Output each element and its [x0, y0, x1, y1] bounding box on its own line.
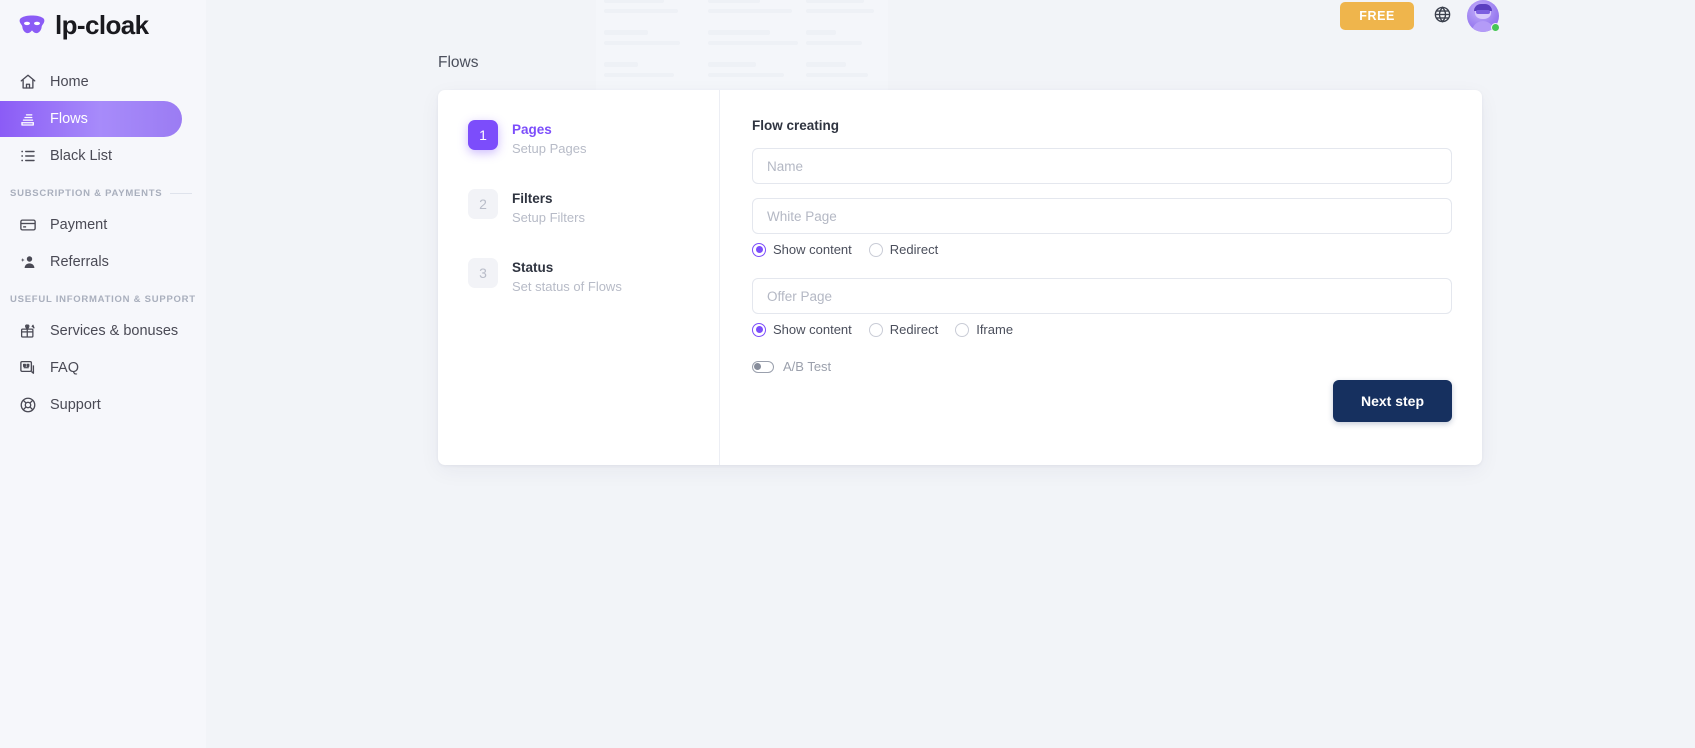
- offer-page-option-show-content[interactable]: Show content: [752, 322, 852, 337]
- sidebar-item-label: Home: [50, 74, 89, 90]
- step-title: Status: [512, 260, 554, 275]
- step-number: 3: [468, 258, 498, 288]
- faq-icon: [18, 359, 37, 378]
- credit-card-icon: [18, 216, 37, 235]
- list-icon: [18, 147, 37, 166]
- toggle-switch: [752, 360, 774, 373]
- radio-dot: [752, 242, 766, 257]
- white-page-input[interactable]: [752, 198, 1452, 234]
- sidebar-item-label: Flows: [50, 111, 88, 127]
- step-status[interactable]: 3 Status Set status of Flows: [468, 258, 719, 295]
- step-subtitle: Set status of Flows: [512, 279, 622, 294]
- sidebar-item-label: Services & bonuses: [50, 323, 179, 339]
- gift-icon: [18, 322, 37, 341]
- offer-page-option-redirect[interactable]: Redirect: [868, 322, 939, 337]
- avatar-glasses: [1476, 10, 1490, 14]
- sidebar: lp-cloak Home Flows: [0, 0, 206, 748]
- offer-page-block: Show content Redirect Iframe: [752, 278, 1452, 337]
- sidebar-item-label: Black List: [50, 148, 113, 164]
- step-subtitle: Setup Filters: [512, 210, 585, 225]
- offer-page-mode-group: Show content Redirect Iframe: [752, 322, 1452, 337]
- offer-page-option-iframe[interactable]: Iframe: [955, 322, 1013, 337]
- step-title: Filters: [512, 191, 553, 206]
- sidebar-section-title: USEFUL INFORMATION & SUPPORT: [10, 294, 196, 305]
- home-icon: [18, 73, 37, 92]
- step-subtitle: Setup Pages: [512, 141, 587, 156]
- avatar-hair: [1474, 4, 1492, 11]
- sidebar-item-label: Support: [50, 397, 101, 413]
- white-page-option-show-content[interactable]: Show content: [752, 242, 852, 257]
- radio-dot: [955, 322, 970, 337]
- radio-label: Redirect: [889, 242, 939, 257]
- sidebar-item-services-bonuses[interactable]: Services & bonuses: [0, 313, 182, 349]
- white-page-option-redirect[interactable]: Redirect: [868, 242, 939, 257]
- sidebar-item-label: Referrals: [50, 254, 109, 270]
- sidebar-section-subscription: SUBSCRIPTION & PAYMENTS: [0, 188, 206, 199]
- sidebar-item-label: FAQ: [50, 360, 80, 376]
- layers-icon: [18, 110, 37, 129]
- main-nav: Home Flows Black List SUBSCRIP: [0, 64, 206, 423]
- step-number: 1: [468, 120, 498, 150]
- sidebar-item-black-list[interactable]: Black List: [0, 138, 182, 174]
- sidebar-item-home[interactable]: Home: [0, 64, 182, 100]
- sidebar-item-label: Payment: [50, 217, 108, 233]
- next-step-button[interactable]: Next step: [1332, 380, 1452, 422]
- ab-test-toggle[interactable]: A/B Test: [752, 359, 1452, 374]
- avatar-body: [1472, 21, 1494, 32]
- sidebar-section-useful-info: USEFUL INFORMATION & SUPPORT: [0, 294, 206, 305]
- offer-page-input[interactable]: [752, 278, 1452, 314]
- radio-label: Redirect: [889, 322, 939, 337]
- white-page-mode-group: Show content Redirect: [752, 242, 1452, 257]
- radio-dot: [752, 322, 766, 337]
- topbar: FREE: [1295, 0, 1695, 40]
- flow-creation-card: 1 Pages Setup Pages 2 Filters Setup Filt…: [438, 90, 1482, 465]
- step-title: Pages: [512, 122, 552, 137]
- flow-form: Flow creating Show content Redirect Show…: [720, 90, 1482, 465]
- globe-icon[interactable]: [1433, 5, 1452, 29]
- user-plus-icon: [18, 253, 37, 272]
- radio-dot: [868, 242, 883, 257]
- status-badge: [1491, 23, 1500, 32]
- mask-icon: [18, 14, 46, 36]
- step-filters[interactable]: 2 Filters Setup Filters: [468, 189, 719, 226]
- radio-label: Show content: [773, 322, 852, 337]
- sidebar-item-referrals[interactable]: Referrals: [0, 244, 182, 280]
- steps-panel: 1 Pages Setup Pages 2 Filters Setup Filt…: [438, 90, 720, 465]
- brand-name: lp-cloak: [55, 9, 149, 40]
- sidebar-item-support[interactable]: Support: [0, 387, 182, 423]
- plan-badge[interactable]: FREE: [1340, 2, 1414, 30]
- avatar[interactable]: [1467, 0, 1500, 32]
- brand-logo[interactable]: lp-cloak: [0, 0, 206, 42]
- sidebar-item-flows[interactable]: Flows: [0, 101, 182, 137]
- sidebar-item-faq[interactable]: FAQ: [0, 350, 182, 386]
- form-title: Flow creating: [752, 118, 840, 133]
- step-number: 2: [468, 189, 498, 219]
- page-title: Flows: [438, 54, 479, 71]
- step-pages[interactable]: 1 Pages Setup Pages: [468, 120, 719, 157]
- lifebuoy-icon: [18, 396, 37, 415]
- ab-test-label: A/B Test: [783, 359, 832, 374]
- name-input[interactable]: [752, 148, 1452, 184]
- divider: [170, 193, 192, 194]
- sidebar-section-title: SUBSCRIPTION & PAYMENTS: [10, 188, 163, 199]
- radio-label: Iframe: [976, 322, 1014, 337]
- radio-dot: [868, 322, 883, 337]
- sidebar-item-payment[interactable]: Payment: [0, 207, 182, 243]
- radio-label: Show content: [773, 242, 852, 257]
